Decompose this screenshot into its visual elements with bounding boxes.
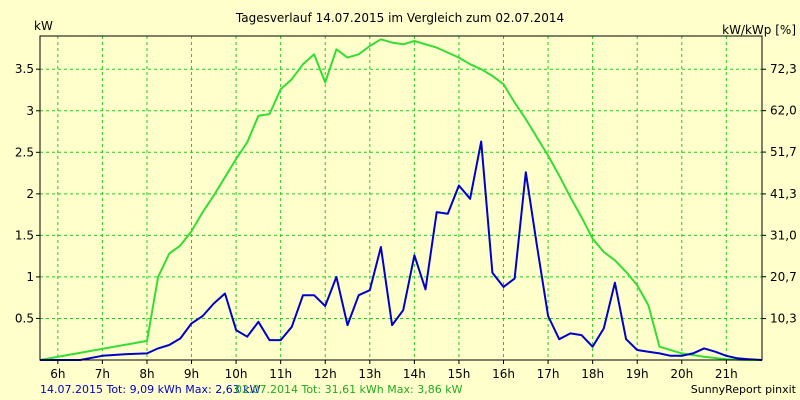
y-tick-label: 1	[26, 270, 34, 284]
series-line-2015	[40, 140, 763, 361]
y2-tick-label: 51,7	[770, 145, 797, 159]
y2-tick-label: 41,3	[770, 187, 797, 201]
plot-frame	[39, 35, 763, 361]
x-tick-label: 14h	[403, 367, 426, 381]
x-tick-label: 15h	[448, 367, 471, 381]
y2-tick-label: 62,0	[770, 104, 797, 118]
y-tick-label: 2	[26, 187, 34, 201]
x-tick-label: 10h	[225, 367, 248, 381]
x-tick-label: 9h	[184, 367, 199, 381]
x-tick-label: 17h	[537, 367, 560, 381]
y-tick-label: 3	[26, 104, 34, 118]
tick-labels: 6h 7h 8h 9h 10h 11h 12h 13h 14h 15h 16h 17h 18h 19h 20…	[15, 62, 797, 381]
x-tick-label: 13h	[358, 367, 381, 381]
x-tick-label: 21h	[715, 367, 738, 381]
footer-credit: SunnyReport pinxit	[691, 383, 797, 396]
series-line-2014	[39, 38, 762, 361]
x-tick-label: 19h	[626, 367, 649, 381]
y2-tick-label: 72,3	[770, 62, 797, 76]
y-tick-label: 0.5	[15, 311, 34, 325]
y-axis-left-label: kW	[34, 19, 53, 33]
x-tick-label: 11h	[269, 367, 292, 381]
y-tick-label: 3.5	[15, 62, 34, 76]
footer-series-2: 02.07.2014 Tot: 31,61 kWh Max: 3,86 kW	[235, 383, 463, 396]
axes	[36, 35, 766, 364]
x-tick-label: 16h	[492, 367, 515, 381]
x-tick-label: 18h	[581, 367, 604, 381]
y-tick-label: 1.5	[15, 228, 34, 242]
x-tick-label: 8h	[139, 367, 154, 381]
x-tick-label: 6h	[50, 367, 65, 381]
y2-tick-label: 20,7	[770, 270, 797, 284]
x-tick-label: 20h	[670, 367, 693, 381]
series-layer	[39, 38, 763, 361]
footer-series-1: 14.07.2015 Tot: 9,09 kWh Max: 2,63 kW	[40, 383, 261, 396]
x-tick-label: 12h	[314, 367, 337, 381]
y2-tick-label: 31,0	[770, 228, 797, 242]
y-tick-label: 2.5	[15, 145, 34, 159]
x-tick-label: 7h	[95, 367, 110, 381]
y2-tick-label: 10,3	[770, 312, 797, 326]
chart-title: Tagesverlauf 14.07.2015 im Vergleich zum…	[235, 11, 564, 25]
y-axis-right-label: kW/kWp [%]	[722, 23, 796, 37]
